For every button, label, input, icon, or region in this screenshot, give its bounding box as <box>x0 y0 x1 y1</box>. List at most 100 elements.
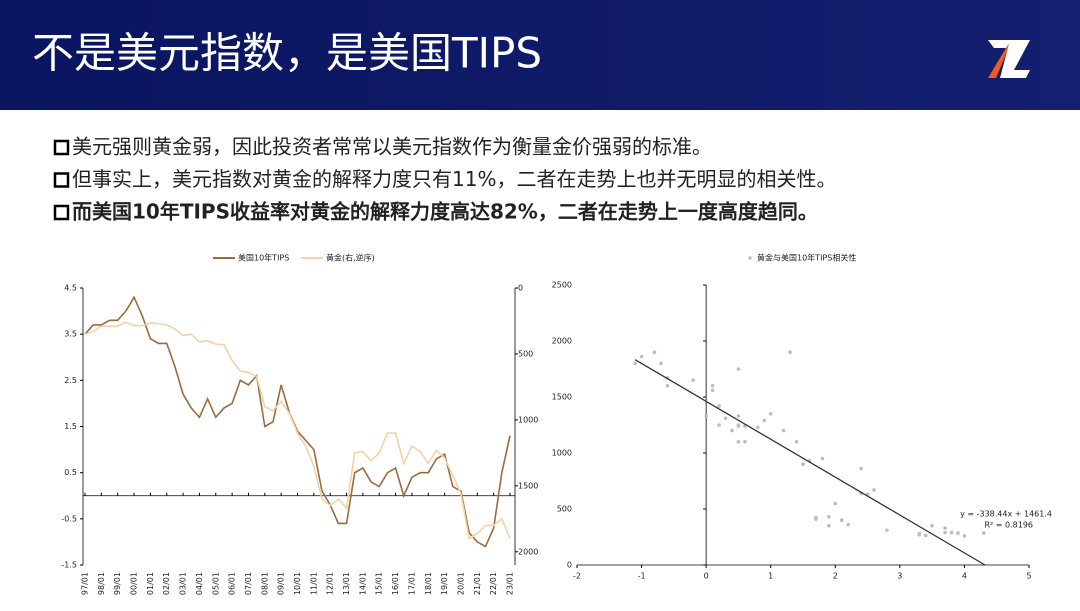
y-tick-label: 1.5 <box>64 422 77 431</box>
y-tick-label: 2000 <box>552 337 572 346</box>
scatter-point <box>827 515 831 519</box>
legend-label: 黄金与美国10年TIPS相关性 <box>757 253 856 263</box>
x-tick-label: -1 <box>638 572 646 581</box>
scatter-point <box>962 534 967 538</box>
x-tick-label: 0 <box>704 572 709 581</box>
scatter-point <box>943 530 947 535</box>
scatter-point <box>717 404 721 408</box>
x-tick-label: 01/01 <box>146 572 155 595</box>
x-tick-label: 17/01 <box>407 572 416 595</box>
scatter-point <box>872 488 876 492</box>
x-tick-label: 19/01 <box>440 572 449 595</box>
y-tick-label: -1.5 <box>61 561 77 570</box>
scatter-point <box>982 531 986 535</box>
x-tick-label: 08/01 <box>260 572 269 595</box>
x-tick-label: 4 <box>962 572 967 581</box>
scatter-point <box>801 462 805 467</box>
x-tick-label: 05/01 <box>211 572 220 595</box>
legend-marker <box>748 256 752 260</box>
header-band <box>0 0 1080 110</box>
scatter-point <box>710 384 715 388</box>
scatter-point <box>762 418 767 423</box>
scatter-point <box>956 531 960 535</box>
scatter-point <box>846 522 850 527</box>
scatter-point <box>743 440 747 444</box>
x-tick-label: 1 <box>768 572 773 581</box>
scatter-point <box>788 350 792 355</box>
bullet-text: 而美国10年TIPS收益率对黄金的解释力度高达82%，二者在走势上一度高度趋同。 <box>72 200 818 224</box>
scatter-point <box>736 367 741 371</box>
scatter-point <box>923 533 928 538</box>
y-tick-label: 1500 <box>552 393 572 402</box>
scatter-point <box>730 428 734 433</box>
x-tick-label: 06/01 <box>228 572 237 595</box>
x-tick-label: 21/01 <box>473 572 482 595</box>
x-tick-label: 00/01 <box>130 572 139 595</box>
scatter-point <box>820 456 825 461</box>
x-tick-label: 18/01 <box>424 572 433 595</box>
scatter-point <box>768 412 773 416</box>
scatter-point <box>930 524 934 528</box>
series-line <box>84 295 511 548</box>
scatter-point <box>827 524 831 528</box>
y-tick-label: 1000 <box>552 449 572 458</box>
y-tick-label: 2.5 <box>64 376 77 385</box>
trend-equation: y = -338.44x + 1461.4 <box>960 510 1052 519</box>
bullet-list: 美元强则黄金弱，因此投资者常常以美元指数作为衡量金价强弱的标准。但事实上，美元指… <box>53 135 836 224</box>
x-tick-label: 20/01 <box>456 572 465 595</box>
x-tick-label: 07/01 <box>244 572 253 595</box>
x-tick-label: 11/01 <box>309 572 318 595</box>
y-tick-label: 2500 <box>552 281 572 290</box>
x-tick-label: 13/01 <box>342 572 351 595</box>
y2-tick-label: 500 <box>518 349 533 358</box>
x-tick-label: 12/01 <box>326 572 335 595</box>
y-tick-label: 500 <box>557 505 572 514</box>
scatter-point <box>814 515 818 520</box>
scatter-point <box>723 416 728 421</box>
scatter-point <box>639 354 644 359</box>
scatter-point <box>736 424 741 428</box>
scatter-point <box>839 518 844 522</box>
scatter-point <box>691 378 696 383</box>
x-tick-label: -2 <box>573 572 581 581</box>
trendline <box>634 359 986 566</box>
x-tick-label: 15/01 <box>375 572 384 595</box>
x-tick-label: 03/01 <box>179 572 188 595</box>
legend-label: 黄金(右,逆序) <box>326 253 375 263</box>
y2-tick-label: 2000 <box>518 547 538 556</box>
x-tick-label: 98/01 <box>97 572 106 595</box>
y-tick-label: 0 <box>567 561 572 570</box>
bullet-text: 但事实上，美元指数对黄金的解释力度只有11%，二者在走势上也并无明显的相关性。 <box>72 167 836 191</box>
trend-r2: R² = 0.8196 <box>984 521 1033 530</box>
y-tick-label: 0.5 <box>64 468 77 477</box>
scatter-point <box>885 528 889 533</box>
scatter-point <box>917 531 922 536</box>
y2-tick-label: 1500 <box>518 481 538 490</box>
scatter-point <box>710 388 715 393</box>
y-tick-label: -0.5 <box>61 514 77 523</box>
scatter-point <box>652 350 657 355</box>
scatter-point <box>781 428 786 433</box>
scatter-point <box>943 526 947 530</box>
y-tick-label: 3.5 <box>64 330 77 339</box>
scatter-point <box>756 425 760 430</box>
x-tick-label: 22/01 <box>489 572 498 595</box>
scatter-point <box>859 466 863 471</box>
bullet-box <box>53 172 70 188</box>
logo <box>988 40 1030 78</box>
x-tick-label: 23/01 <box>506 572 515 595</box>
x-tick-label: 3 <box>897 572 902 581</box>
bullet-box <box>53 204 70 221</box>
y-tick-label: 4.5 <box>64 284 77 293</box>
series-line <box>84 321 511 540</box>
scatter-point <box>704 414 708 418</box>
scatter-point <box>659 361 663 366</box>
charts: 4.53.52.51.50.5-0.5-1.505001000150020009… <box>61 253 1052 596</box>
x-tick-label: 5 <box>1026 572 1031 581</box>
x-tick-label: 2 <box>833 572 838 581</box>
scatter-point <box>736 414 741 418</box>
y2-tick-label: 1000 <box>518 415 538 424</box>
scatter-point <box>949 530 954 535</box>
